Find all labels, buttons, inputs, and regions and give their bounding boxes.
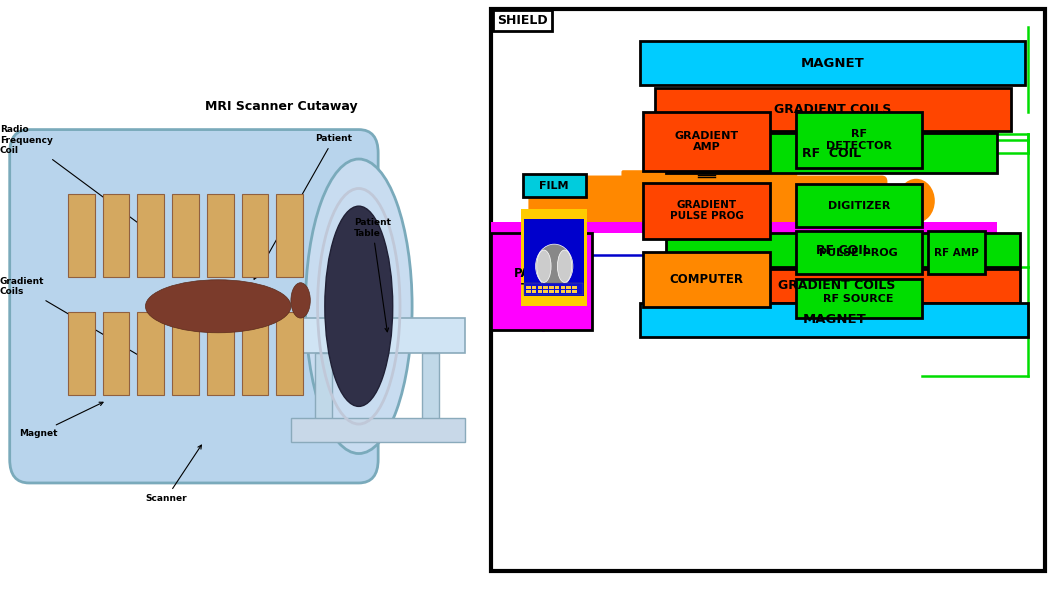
Bar: [523, 174, 586, 197]
Text: RF SOURCE: RF SOURCE: [823, 294, 894, 303]
Text: GRADIENT COILS: GRADIENT COILS: [774, 103, 892, 116]
Bar: [655, 269, 1019, 303]
Bar: [291, 418, 466, 442]
Bar: [491, 222, 997, 233]
Bar: [276, 312, 304, 395]
Bar: [315, 353, 332, 424]
Bar: [643, 183, 769, 239]
Bar: [796, 112, 922, 168]
Bar: [67, 194, 95, 277]
Bar: [549, 286, 553, 289]
Bar: [102, 194, 130, 277]
Bar: [137, 312, 164, 395]
Bar: [554, 286, 560, 289]
Text: SHIELD: SHIELD: [497, 14, 548, 27]
Bar: [566, 286, 571, 289]
Ellipse shape: [325, 206, 393, 406]
Bar: [526, 290, 531, 293]
Bar: [532, 290, 536, 293]
Text: RF  COIL: RF COIL: [802, 147, 861, 160]
Ellipse shape: [558, 250, 571, 282]
FancyBboxPatch shape: [622, 170, 797, 184]
Bar: [491, 233, 591, 330]
Bar: [928, 231, 985, 274]
Bar: [572, 290, 577, 293]
Bar: [532, 286, 536, 289]
Ellipse shape: [536, 250, 551, 282]
Text: MAGNET: MAGNET: [801, 57, 864, 70]
Bar: [525, 283, 583, 294]
Ellipse shape: [535, 244, 573, 288]
Bar: [241, 194, 269, 277]
Ellipse shape: [145, 280, 291, 333]
Bar: [549, 290, 553, 293]
Bar: [67, 312, 95, 395]
Ellipse shape: [306, 159, 412, 454]
Text: PATIENT
TABLE: PATIENT TABLE: [514, 267, 568, 295]
Ellipse shape: [897, 179, 935, 223]
Ellipse shape: [851, 181, 891, 214]
Text: RF AMP: RF AMP: [934, 248, 979, 257]
Text: PULSE PROG: PULSE PROG: [819, 248, 898, 257]
Bar: [207, 194, 234, 277]
Text: MAGNET: MAGNET: [802, 313, 866, 326]
Bar: [554, 290, 560, 293]
Bar: [422, 353, 438, 424]
Bar: [172, 194, 199, 277]
FancyBboxPatch shape: [528, 191, 598, 220]
Bar: [538, 290, 542, 293]
Bar: [172, 312, 199, 395]
Bar: [538, 286, 542, 289]
Bar: [796, 231, 922, 274]
Text: GRADIENT COILS: GRADIENT COILS: [779, 279, 896, 292]
Text: Scanner: Scanner: [145, 445, 201, 502]
Bar: [796, 279, 922, 318]
Text: MRI Scanner Cutaway: MRI Scanner Cutaway: [204, 100, 357, 112]
Bar: [666, 133, 997, 173]
Ellipse shape: [291, 283, 310, 318]
Bar: [572, 286, 577, 289]
Bar: [276, 194, 304, 277]
Bar: [526, 286, 531, 289]
Bar: [643, 112, 769, 171]
Bar: [655, 88, 1011, 131]
Bar: [796, 184, 922, 227]
Text: GRADIENT
PULSE PROG: GRADIENT PULSE PROG: [669, 200, 743, 221]
Text: GRADIENT
AMP: GRADIENT AMP: [675, 131, 739, 152]
Bar: [207, 312, 234, 395]
Bar: [641, 303, 1028, 337]
Text: COMPUTER: COMPUTER: [669, 273, 743, 286]
Bar: [521, 209, 587, 306]
Bar: [643, 252, 769, 307]
Bar: [641, 41, 1026, 85]
Bar: [666, 233, 1019, 267]
Bar: [291, 318, 466, 353]
Bar: [241, 312, 269, 395]
Bar: [524, 219, 584, 296]
Bar: [543, 286, 548, 289]
FancyBboxPatch shape: [9, 130, 378, 483]
Text: Radio
Frequency
Coil: Radio Frequency Coil: [0, 125, 152, 233]
Text: Gradient
Coils: Gradient Coils: [0, 277, 142, 358]
Bar: [543, 290, 548, 293]
Bar: [137, 194, 164, 277]
Bar: [561, 286, 565, 289]
Text: RF
DETECTOR: RF DETECTOR: [825, 129, 892, 151]
Bar: [561, 290, 565, 293]
Text: Patient
Table: Patient Table: [354, 218, 391, 332]
Text: RF COIL: RF COIL: [816, 244, 871, 257]
Text: Patient: Patient: [254, 134, 352, 279]
Text: FILM: FILM: [540, 181, 569, 190]
FancyBboxPatch shape: [578, 176, 887, 224]
Bar: [566, 290, 571, 293]
Text: DIGITIZER: DIGITIZER: [827, 201, 890, 210]
Bar: [102, 312, 130, 395]
Text: Magnet: Magnet: [19, 402, 103, 438]
